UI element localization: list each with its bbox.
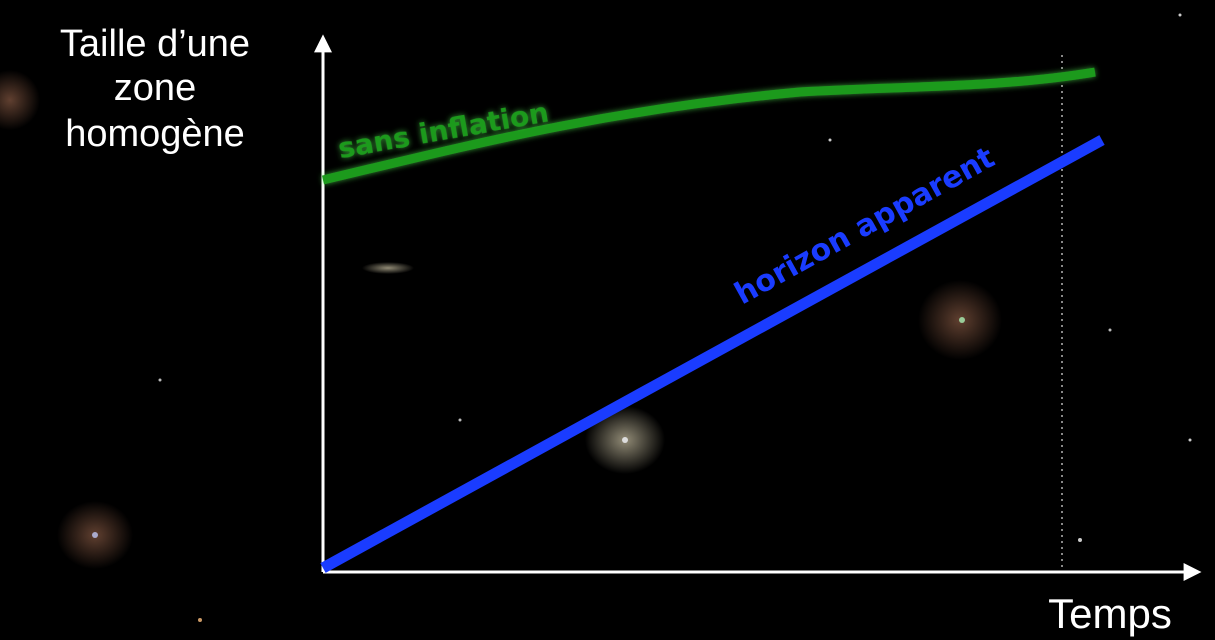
y-axis-label-line: zone [114,67,196,109]
y-axis-label-line: homogène [65,113,245,155]
curve-horizon [320,135,1105,573]
y-axis-label-line: Taille d’une [60,23,250,65]
x-axis-label: Temps [1048,590,1172,637]
stars [0,13,1192,622]
curve-sans-inflation [321,67,1096,185]
